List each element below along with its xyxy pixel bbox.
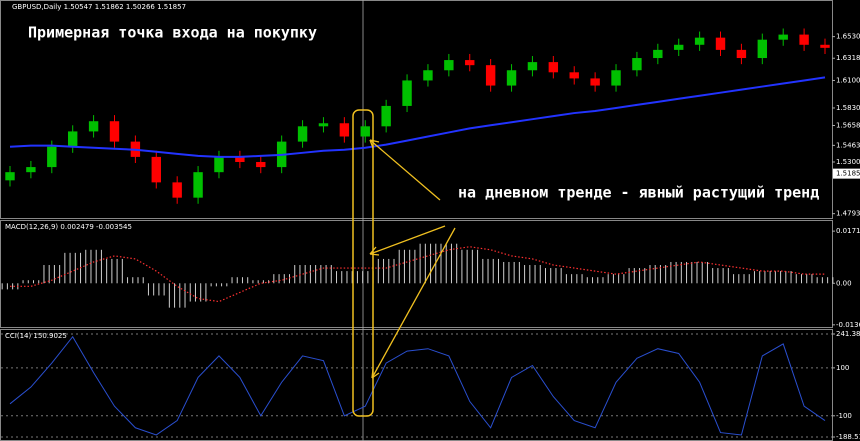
candle-body [799, 34, 809, 45]
line [9, 335, 826, 436]
annotation: на дневном тренде - явный растущий тренд [458, 184, 819, 202]
candle-body [88, 121, 99, 132]
y-tick-label: -100 [836, 412, 852, 420]
candle-body [590, 78, 600, 86]
candle-body [339, 123, 350, 137]
y-tick-label: 1.58300 [836, 104, 860, 112]
y-tick-label: 1.56580 [836, 122, 860, 130]
arrow-heads [369, 139, 380, 379]
candle-body [67, 131, 78, 147]
candle-body [632, 58, 642, 71]
price-marker [833, 168, 860, 179]
panels [0, 0, 833, 441]
annotation: Примерная точка входа на покупку [28, 24, 317, 42]
y-tick-label: 1.54630 [836, 141, 860, 149]
y-tick-label: 0.017126 [836, 227, 860, 235]
candle-body [402, 80, 412, 106]
candle-body [172, 182, 182, 198]
candle-body [256, 161, 266, 168]
arrow [371, 227, 456, 379]
candle-body [757, 39, 768, 59]
arrow [369, 139, 441, 201]
main-panel [0, 0, 833, 219]
candle-body [736, 49, 747, 59]
y-tick-label: 0.00 [836, 279, 852, 287]
cci-title: CCI(14) 150.9025 [5, 332, 67, 340]
y-tick-label: 1.63180 [836, 54, 860, 62]
highlight-box [352, 109, 374, 417]
candle-body [360, 126, 370, 137]
candle-body [715, 37, 726, 50]
annotation-layer: Примерная точка входа на покупку на днев… [28, 24, 819, 417]
macd-panel [0, 220, 833, 328]
y-tick-label: 1.47930 [836, 210, 860, 218]
candle-body [381, 105, 391, 127]
candle-body [674, 44, 684, 50]
plots: 1.65300 1.63180 1.61000 1.58300 1.56580 1.546… [1, 28, 860, 441]
candle-body [527, 62, 538, 71]
candle-body [465, 60, 475, 66]
candle-body [235, 156, 245, 162]
candle-body [485, 65, 496, 86]
y-tick-label: 1.61000 [836, 76, 860, 84]
candle-body [47, 146, 57, 168]
y-tick-label: -188.5111 [836, 433, 860, 441]
candle-body [318, 123, 329, 127]
candle-body [820, 44, 830, 48]
candle-body [778, 34, 788, 40]
candle-body [611, 70, 621, 86]
macd-title: MACD(12,26,9) 0.002479 -0.003545 [5, 223, 132, 231]
candle-body [653, 49, 663, 59]
chart-title: GBPUSD,Daily 1.50547 1.51862 1.50266 1.5… [12, 3, 186, 11]
candle-body [506, 70, 517, 86]
candle-body [297, 126, 308, 142]
price-marker-label: 1.51857 [836, 170, 860, 178]
line [9, 76, 826, 158]
y-tick-label: 241.3811 [836, 330, 860, 338]
candle-body [151, 156, 161, 183]
y-tick-label: -0.013646 [836, 321, 860, 329]
y-tick-label: 1.53000 [836, 158, 860, 166]
candle-body [193, 172, 203, 198]
candle-body [5, 172, 15, 181]
candle-body [694, 37, 705, 45]
candle-body [26, 167, 36, 173]
candle-body [109, 121, 120, 142]
y-tick-label: 100 [836, 364, 849, 372]
candle-body [548, 62, 559, 73]
candle-body [423, 70, 433, 81]
y-tick-label: 1.65300 [836, 33, 860, 41]
candle-body [444, 60, 454, 71]
arrows [369, 139, 456, 379]
candle-body [214, 156, 224, 173]
candle-body [569, 72, 579, 79]
arrow [369, 225, 446, 255]
